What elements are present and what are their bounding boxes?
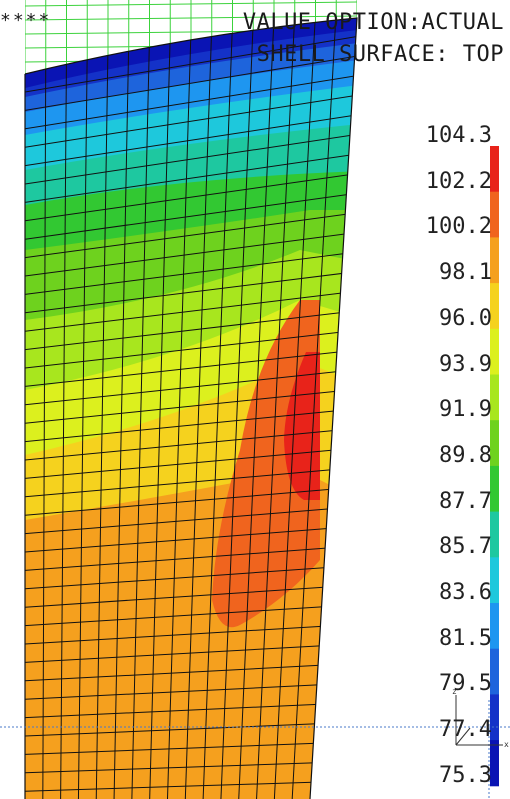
value-option-label: VALUE OPTION:ACTUAL [242, 10, 504, 35]
legend-label: 85.7 [439, 534, 492, 560]
legend-swatch [490, 420, 499, 467]
legend-label: 100.2 [425, 214, 492, 240]
legend-label: 87.7 [439, 488, 492, 514]
legend-label: 104.3 [425, 123, 492, 148]
legend-label: 75.3 [439, 762, 492, 788]
legend-label: 89.8 [439, 442, 492, 468]
axis-x-label: x [504, 740, 509, 749]
legend-label: 81.5 [439, 625, 492, 651]
legend-swatch [490, 603, 499, 650]
legend-swatch [490, 648, 499, 695]
legend-label: 98.1 [439, 260, 492, 286]
legend-swatch [490, 237, 499, 284]
legend-label: 91.9 [439, 397, 492, 423]
header-marker: **** [0, 10, 52, 31]
legend-swatch [490, 465, 499, 513]
legend-swatch [490, 191, 499, 238]
legend-swatch [490, 146, 499, 193]
axis-triad [455, 695, 503, 746]
shell-surface-label: SHELL SURFACE: TOP [256, 42, 504, 67]
legend-swatch [490, 328, 499, 375]
axis-z-label: z [452, 687, 457, 696]
legend-label: 83.6 [439, 580, 492, 605]
legend-label: 77.4 [439, 717, 492, 743]
legend-swatch [490, 374, 499, 421]
legend-label: 79.5 [439, 671, 492, 697]
legend-swatch [490, 511, 499, 558]
legend-swatch [490, 283, 499, 330]
legend-color-bar [490, 146, 499, 787]
legend-swatch [490, 694, 499, 741]
legend-label: 102.2 [425, 168, 492, 194]
element-mesh [25, 18, 357, 799]
legend-swatch [490, 740, 499, 787]
legend-swatch [490, 557, 499, 604]
body-outline [24, 17, 358, 799]
legend-label: 93.9 [439, 351, 492, 377]
band-red-orange [212, 300, 320, 628]
legend-label: 96.0 [439, 305, 492, 331]
legend-labels: 104.3 102.2 100.2 98.1 96.0 93.9 91.9 89.8 87.7 8… [396, 122, 492, 787]
